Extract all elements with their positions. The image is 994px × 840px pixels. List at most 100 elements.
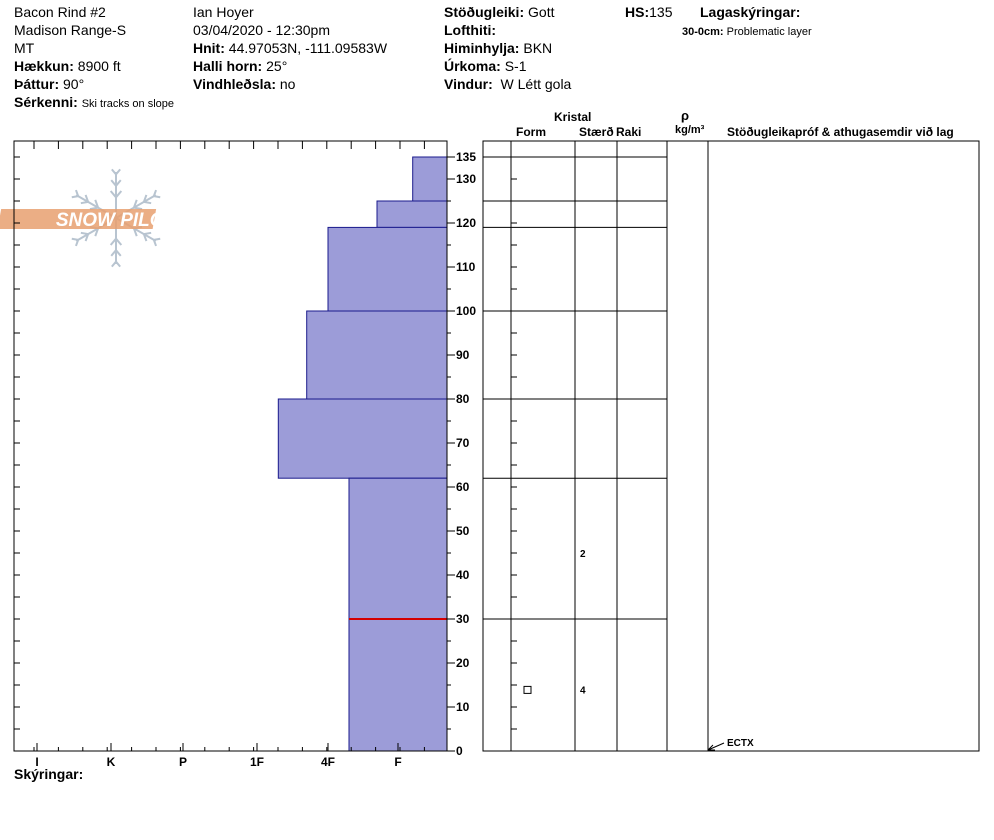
features-row: Sérkenni: Ski tracks on slope [14,94,174,113]
y-tick-label: 0 [456,744,463,758]
stability-label: Stöðugleiki: [444,4,525,20]
elevation-row: Hækkun: 8900 ft [14,58,121,75]
hardness-bar [348,477,448,752]
stability-row: Stöðugleiki: Gott [444,4,554,21]
flake-branch [115,190,123,198]
flake-branch [110,249,117,257]
mountain-range: Madison Range-S [14,22,127,38]
hs-row: HS:135 [625,4,672,21]
hs-label: HS: [625,4,650,20]
flake-branch [132,228,138,237]
wind-loading-label: Vindhleðsla: [193,76,276,92]
hardness-bar [376,200,448,228]
flake-branch [115,238,123,246]
flake-branch [84,233,90,242]
flake-branch [115,179,122,187]
flake-branch [152,189,157,197]
precip-value: S-1 [504,58,527,74]
hs-value: 135 [649,4,673,20]
layer-notes-label: Lagaskýringar: [700,4,801,20]
y-tick-label: 20 [456,656,470,670]
flake-branch [152,239,157,247]
crystal-form-symbol [523,685,532,694]
snowpilot-logo: SNOW PILOT [0,168,178,268]
tests-header: Stöðugleikapróf & athugasemdir við lag [727,125,954,139]
flake-branch [89,206,99,211]
logo-band [0,209,157,229]
wind-label: Vindur: [444,76,493,92]
flake-branch [132,199,138,208]
coords-value: 44.97053N, -111.09583W [228,40,388,56]
flake-branch [71,195,79,199]
y-tick-label: 120 [456,216,476,230]
slope-row: Halli horn: 25° [193,58,287,75]
layer-note: 30-0cm: Problematic layer [682,24,812,41]
test-leader-line [707,742,725,751]
aspect-row: Þáttur: 90° [14,76,84,93]
hardness-tick-label: 1F [250,755,264,769]
wind-row: Vindur: W Létt gola [444,76,571,93]
flake-branch [94,228,100,237]
size-header: Stærð [579,125,614,139]
flake-branch [75,189,80,197]
hardness-bar [327,226,448,312]
test-result-label: ECTX [727,738,754,749]
table-frame [482,140,980,752]
crystal-header: Kristal [554,110,592,124]
precip-row: Úrkoma: S-1 [444,58,526,75]
plot-frame [13,140,448,752]
flake-branch [80,200,89,205]
y-tick-label: 110 [456,260,476,274]
flake-branch [109,238,117,246]
y-tick-label: 60 [456,480,470,494]
flake-branch [111,261,117,268]
flake-branch [115,168,121,175]
observer-name: Ian Hoyer [193,4,254,20]
flake-branch [71,237,79,241]
flake-branch [75,239,80,247]
test-arrow [707,744,715,751]
crystal-size: 2 [580,549,586,560]
coords-label: Hnit: [193,40,225,56]
obs-datetime: 03/04/2020 - 12:30pm [193,22,330,38]
flake-branch [142,194,148,203]
y-tick-label: 50 [456,524,470,538]
flake-branch [111,168,117,175]
wind-loading-row: Vindhleðsla: no [193,76,295,93]
precip-label: Úrkoma: [444,58,501,74]
flake-branch [84,194,90,203]
density-unit-header: kg/m³ [675,124,705,136]
hardness-bar [306,310,448,400]
hardness-tick-label: F [394,755,401,769]
y-tick-label: 100 [456,304,476,318]
sky-label: Himinhylja: [444,40,520,56]
flake-branch [153,195,161,199]
wind-value: W Létt gola [500,76,572,92]
air-temp-label: Lofthiti: [444,22,497,38]
features-value: Ski tracks on slope [81,98,175,110]
rho-header: ρ [681,108,690,123]
form-header: Form [516,125,546,139]
flake-branch [109,190,117,198]
stability-value: Gott [528,4,555,20]
flake-branch [143,200,152,205]
crystal-size: 4 [580,685,586,696]
flake-branch [80,231,89,236]
y-tick-label: 135 [456,150,476,164]
layer-note-depth: 30-0cm: [682,26,724,38]
y-tick-label: 40 [456,568,470,582]
hardness-tick-label: I [35,755,38,769]
flake-branch [115,261,121,268]
flake-branch [143,231,152,236]
y-tick-label: 80 [456,392,470,406]
flake-branch [115,249,122,257]
hardness-bar [277,398,448,479]
state: MT [14,40,35,56]
flake-branch [94,199,100,208]
hardness-tick-label: 4F [321,755,335,769]
hardness-tick-label: K [107,755,116,769]
slope-label: Halli horn: [193,58,263,74]
flake-branch [142,233,148,242]
elevation-value: 8900 ft [77,58,121,74]
